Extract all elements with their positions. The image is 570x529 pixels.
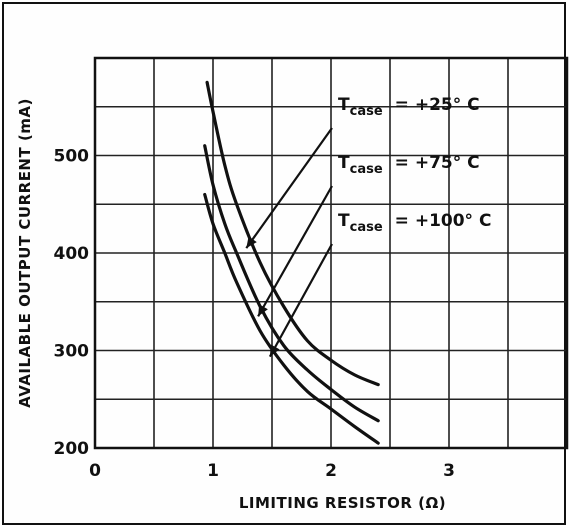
legend-arrowhead <box>246 236 257 249</box>
x-axis-title: LIMITING RESISTOR (Ω) <box>239 494 446 512</box>
legend-label-1: Tcase = +25° C <box>338 95 480 119</box>
y-tick-label: 500 <box>54 147 90 167</box>
legend-leader-line <box>257 185 333 317</box>
y-axis-title: AVAILABLE OUTPUT CURRENT (mA) <box>16 98 34 408</box>
legend-leaders <box>245 127 333 358</box>
legend: Tcase = +25° C Tcase = +75° C Tcase = +100° C <box>338 95 491 235</box>
legend-arrowhead <box>269 344 280 357</box>
tick-labels: 0 1 2 3 200 300 400 500 <box>54 147 455 482</box>
legend-arrowhead <box>258 304 268 317</box>
grid <box>95 58 567 448</box>
x-tick-label: 2 <box>325 461 337 481</box>
series-line-2 <box>203 144 380 423</box>
x-tick-label: 3 <box>443 461 455 481</box>
plot-area-border <box>93 56 569 450</box>
legend-leader-line <box>268 243 333 358</box>
curves <box>203 80 380 445</box>
series-line-1 <box>205 80 380 387</box>
y-tick-label: 400 <box>54 244 90 264</box>
x-tick-label: 1 <box>207 461 219 481</box>
x-tick-label: 0 <box>89 461 101 481</box>
y-tick-label: 300 <box>54 342 90 362</box>
legend-leader-line <box>245 127 333 249</box>
legend-label-2: Tcase = +75° C <box>338 153 480 177</box>
y-tick-label: 200 <box>54 439 90 459</box>
legend-label-3: Tcase = +100° C <box>338 211 491 235</box>
